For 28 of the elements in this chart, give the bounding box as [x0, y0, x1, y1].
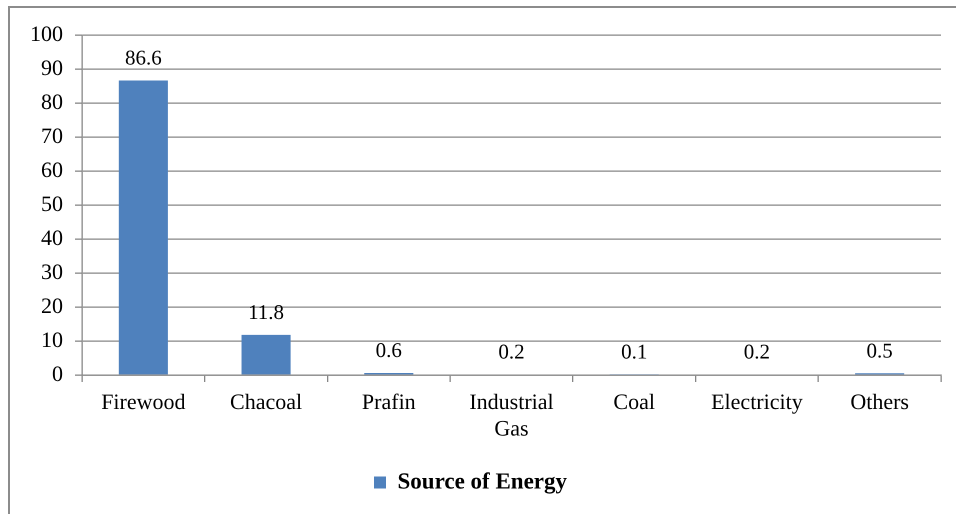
x-tick-label: Others [850, 388, 909, 414]
bar [242, 334, 291, 374]
y-tick-label: 80 [41, 88, 63, 114]
x-tick-label: Firewood [101, 388, 186, 414]
x-tick-label: Electricity [711, 388, 803, 414]
y-tick-label: 30 [41, 258, 63, 284]
y-tick-label: 90 [41, 54, 63, 80]
x-tick-label: Prafin [362, 388, 416, 414]
y-tick-label: 20 [41, 292, 63, 318]
x-tick-label: Coal [613, 388, 655, 414]
data-label: 0.6 [376, 338, 402, 362]
data-label: 86.6 [124, 46, 162, 70]
x-tick-label: Industrial Gas [469, 388, 554, 440]
y-tick-label: 100 [30, 20, 63, 46]
y-tick-label: 40 [41, 224, 63, 250]
bar [118, 80, 168, 374]
x-tick-label: Chacoal [230, 388, 302, 414]
y-tick-label: 60 [41, 156, 63, 182]
y-tick-label: 10 [41, 326, 63, 352]
data-label: 11.8 [248, 300, 284, 324]
data-label: 0.2 [744, 339, 770, 364]
y-tick-label: 0 [52, 360, 63, 386]
legend-label: Source of Energy [398, 468, 568, 494]
y-tick-label: 50 [41, 190, 63, 216]
data-label: 0.1 [621, 340, 648, 364]
data-label: 0.5 [866, 338, 893, 362]
data-label: 0.2 [498, 339, 525, 364]
y-tick-label: 70 [41, 122, 63, 148]
